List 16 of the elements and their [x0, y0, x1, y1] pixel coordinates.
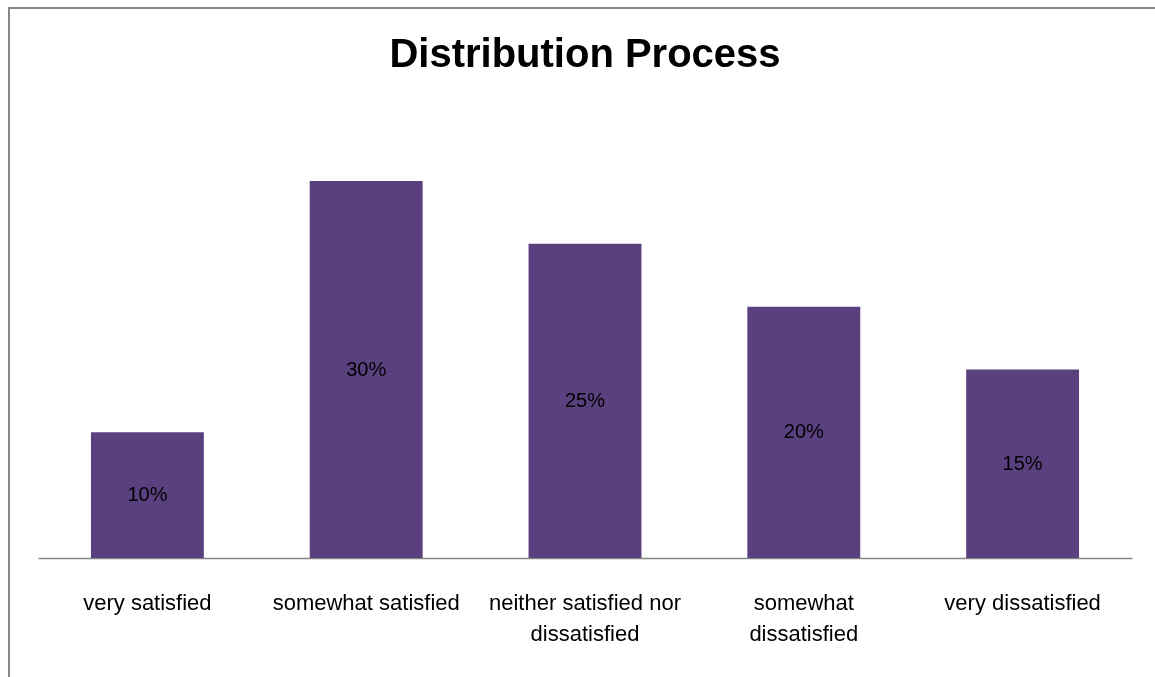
- x-tick-label: somewhat satisfied: [272, 589, 460, 615]
- bar: [309, 181, 423, 558]
- data-label: 20%: [783, 420, 825, 443]
- bar: [966, 369, 1080, 558]
- bar: [528, 243, 642, 558]
- x-tick-label: somewhat dissatisfied: [749, 589, 859, 646]
- x-tick-label: very dissatisfied: [944, 589, 1101, 615]
- data-label: 15%: [1002, 451, 1043, 474]
- data-label: 25%: [564, 388, 606, 411]
- data-label: 10%: [127, 483, 168, 506]
- bar: [747, 306, 861, 558]
- chart-title: Distribution Process: [389, 31, 781, 75]
- bar: [90, 432, 204, 558]
- data-label: 30%: [346, 357, 387, 380]
- x-tick-label: very satisfied: [83, 589, 212, 615]
- x-tick-label: neither satisfied nor dissatisfied: [489, 589, 681, 646]
